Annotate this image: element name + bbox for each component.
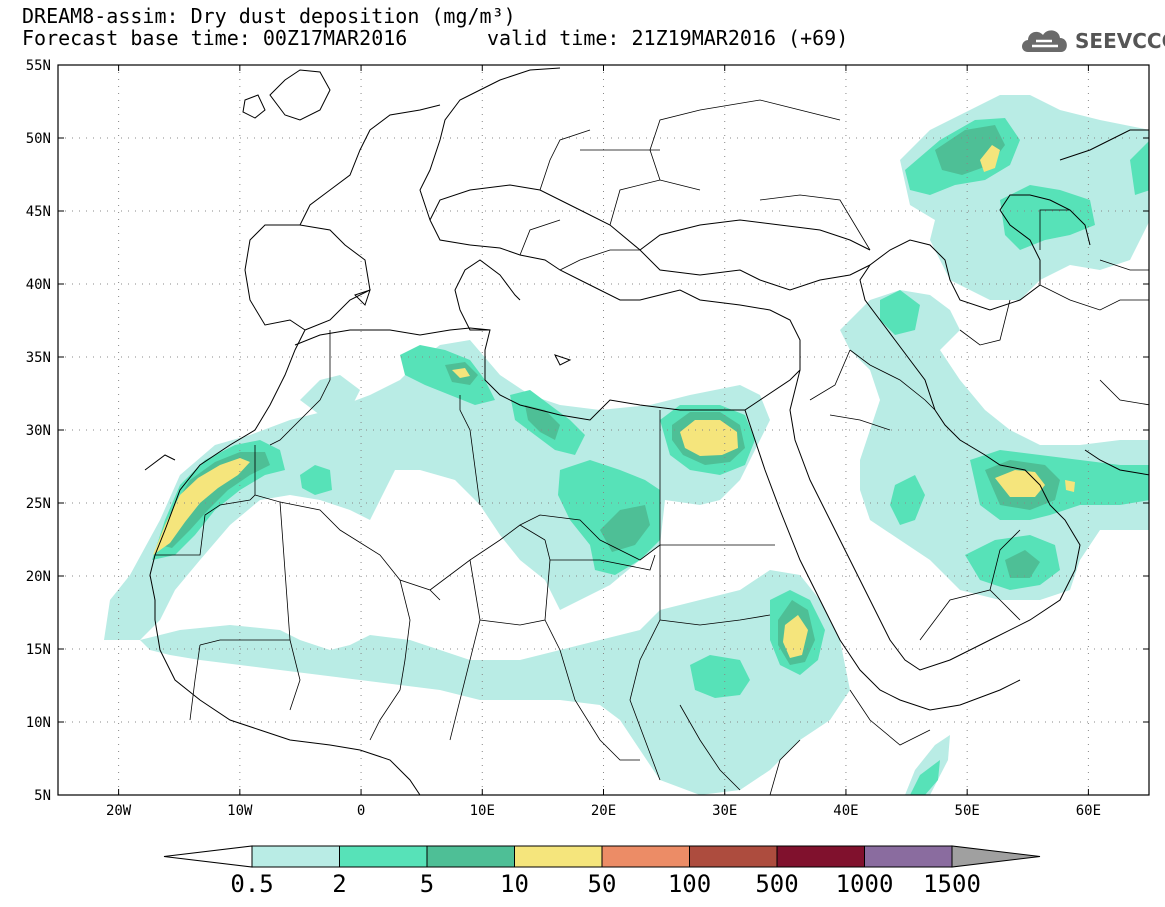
- colorbar-label: 1500: [923, 870, 981, 898]
- colorbar-label: 2: [332, 870, 346, 898]
- colorbar-swatch: [776, 845, 865, 868]
- lon-label: 50E: [955, 803, 980, 819]
- lon-label: 10E: [470, 803, 495, 819]
- colorbar: 0.5 2 5 10 50 100 500 1000 1500: [163, 845, 1041, 898]
- colorbar-swatch: [689, 845, 778, 868]
- seevccc-logo: SEEVCCC: [1018, 24, 1165, 58]
- map-title: DREAM8-assim: Dry dust deposition (mg/m³…: [22, 4, 516, 28]
- lat-label: 15N: [26, 642, 51, 658]
- lat-label: 30N: [26, 423, 51, 439]
- colorbar-label: 500: [755, 870, 798, 898]
- colorbar-swatch: [601, 845, 690, 868]
- colorbar-swatch: [339, 845, 428, 868]
- latitude-axis: 55N 50N 45N 40N 35N 30N 25N 20N 15N 10N 5N: [26, 58, 1149, 804]
- colorbar-swatch: [251, 845, 340, 868]
- forecast-base-time: Forecast base time: 00Z17MAR2016: [22, 26, 408, 50]
- lat-label: 20N: [26, 569, 51, 585]
- graticule: [58, 65, 1149, 795]
- lat-label: 25N: [26, 496, 51, 512]
- lat-label: 55N: [26, 58, 51, 74]
- lon-label: 40E: [833, 803, 858, 819]
- colorbar-label: 1000: [836, 870, 894, 898]
- cloud-icon: [1022, 30, 1067, 52]
- lon-label: 20E: [591, 803, 616, 819]
- lat-label: 45N: [26, 204, 51, 220]
- colorbar-swatch: [426, 845, 515, 868]
- colorbar-label: 10: [500, 870, 529, 898]
- colorbar-over-triangle: [951, 845, 1041, 868]
- colorbar-label: 5: [420, 870, 434, 898]
- borders: [155, 99, 1149, 795]
- logo-text: SEEVCCC: [1075, 29, 1165, 53]
- colorbar-swatch: [864, 845, 953, 868]
- valid-time: valid time: 21Z19MAR2016 (+69): [487, 26, 849, 50]
- dust-fields: [104, 95, 1149, 795]
- lat-label: 50N: [26, 131, 51, 147]
- dust-level-10: [153, 145, 1075, 658]
- lon-label: 20W: [106, 803, 132, 819]
- lat-label: 10N: [26, 715, 51, 731]
- longitude-axis: 20W 10W 0 10E 20E 30E 40E 50E 60E: [106, 65, 1101, 819]
- lat-label: 40N: [26, 277, 51, 293]
- lat-label: 35N: [26, 350, 51, 366]
- colorbar-label: 0.5: [230, 870, 273, 898]
- colorbar-label: 100: [668, 870, 711, 898]
- lon-label: 0: [357, 803, 365, 819]
- lon-label: 10W: [227, 803, 253, 819]
- lon-label: 30E: [712, 803, 737, 819]
- lon-label: 60E: [1076, 803, 1101, 819]
- lat-label: 5N: [34, 788, 51, 804]
- colorbar-under-triangle: [163, 845, 253, 868]
- colorbar-label: 50: [588, 870, 617, 898]
- colorbar-swatch: [514, 845, 603, 868]
